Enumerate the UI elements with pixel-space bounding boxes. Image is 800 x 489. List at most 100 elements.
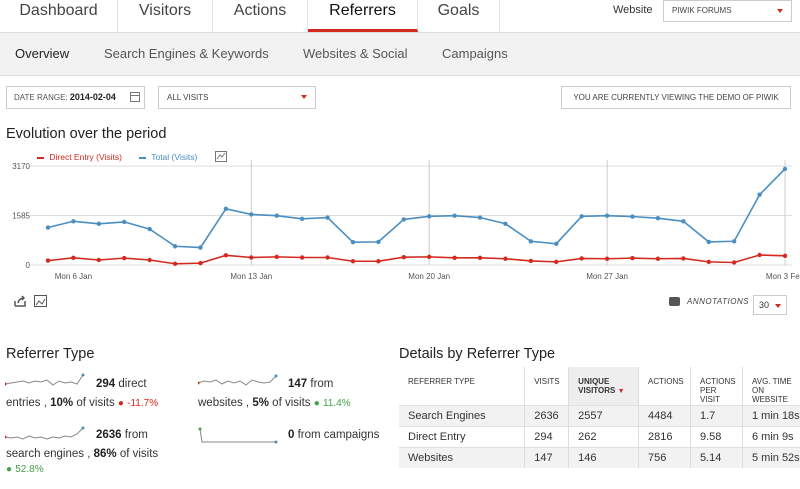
series-point-1 xyxy=(503,221,508,226)
series-point-1 xyxy=(325,215,330,220)
period-limit-value: 30 xyxy=(759,300,770,310)
column-header-actions-per-visit[interactable]: ACTIONS PER VISIT xyxy=(690,367,743,405)
annotations-link[interactable]: ANNOTATIONS xyxy=(687,297,750,306)
series-point-0 xyxy=(299,255,305,260)
subnav-websites-social[interactable]: Websites & Social xyxy=(303,46,408,61)
series-point-0 xyxy=(630,255,635,261)
series-point-0 xyxy=(172,261,178,266)
table-row[interactable]: Direct Entry 294 262 2816 9.58 6 min 9s xyxy=(399,425,800,447)
subnav-search-engines[interactable]: Search Engines & Keywords xyxy=(104,46,269,61)
sparkline-search-chart xyxy=(5,426,85,440)
series-point-1 xyxy=(198,245,203,250)
table-row[interactable]: Search Engines 2636 2557 4484 1.7 1 min … xyxy=(399,404,800,426)
column-header-visits[interactable]: VISITS xyxy=(524,367,570,405)
series-point-0 xyxy=(122,255,127,261)
series-point-1 xyxy=(172,244,178,249)
referrer-direct-change: -11.7% xyxy=(127,398,159,409)
cell-actions: 4484 xyxy=(638,404,691,426)
tab-visitors[interactable]: Visitors xyxy=(118,0,213,32)
referrer-direct-label-a: direct xyxy=(118,378,147,390)
cell-referrer-type: Websites xyxy=(399,446,526,468)
series-point-0 xyxy=(731,260,737,265)
series-point-0 xyxy=(249,255,254,260)
evolution-chart: 3170 1585 0 Mon 6 Jan Mon 13 Jan Mon 20 Jan Mo… xyxy=(12,160,800,281)
series-point-0 xyxy=(376,259,381,264)
referrer-search-change: 52.8% xyxy=(15,464,44,475)
series-point-1 xyxy=(249,212,254,217)
column-header-unique-visitors[interactable]: UNIQUE VISITORS ▼ xyxy=(568,367,640,405)
series-point-0 xyxy=(452,255,457,261)
export-icon[interactable] xyxy=(14,295,27,307)
y-tick-label: 0 xyxy=(26,261,31,270)
legend-label: Direct Entry (Visits) xyxy=(49,152,122,162)
series-point-1 xyxy=(427,214,432,219)
image-export-icon[interactable] xyxy=(34,295,47,307)
series-point-1 xyxy=(630,214,635,219)
referrer-type-title: Referrer Type xyxy=(6,346,95,362)
sparkline-websites-chart xyxy=(198,374,278,386)
subnav-overview[interactable]: Overview xyxy=(15,46,70,61)
series-point-0 xyxy=(554,259,559,265)
tab-goals[interactable]: Goals xyxy=(418,0,500,32)
cell-avg-time: 5 min 52s xyxy=(742,446,800,468)
series-point-1 xyxy=(45,225,51,230)
series-point-0 xyxy=(223,253,229,258)
referrer-direct-pct-label: of visits xyxy=(76,397,115,409)
referrer-websites-line2: websites , 5% of visits ● 11.4% xyxy=(198,394,351,413)
x-tick-label: Mon 13 Jan xyxy=(230,272,272,281)
referrer-search-line2: search engines , 86% of visits xyxy=(6,445,158,464)
tab-dashboard[interactable]: Dashboard xyxy=(0,0,118,32)
period-limit-selector[interactable]: 30 xyxy=(753,295,787,315)
series-point-0 xyxy=(71,255,76,261)
cell-actions-per-visit: 9.58 xyxy=(690,425,743,447)
series-line-1 xyxy=(47,168,786,249)
series-point-1 xyxy=(655,215,661,221)
column-header-avg-time[interactable]: AVG. TIME ON WEBSITE xyxy=(742,367,800,405)
column-header-referrer-type[interactable]: REFERRER TYPE xyxy=(399,367,526,405)
column-header-unique-visitors-label: UNIQUE VISITORS xyxy=(578,377,616,395)
series-point-0 xyxy=(579,256,584,261)
cell-visits: 2636 xyxy=(524,404,570,426)
date-range-selector[interactable]: DATE RANGE: 2014-02-04 xyxy=(6,86,145,109)
trend-down-icon: ● xyxy=(117,398,124,409)
x-tick-label: Mon 6 Jan xyxy=(55,272,92,281)
segment-selector[interactable]: ALL VISITS xyxy=(158,86,316,109)
cell-unique-visitors: 146 xyxy=(568,446,640,468)
table-header-row: REFERRER TYPE VISITS UNIQUE VISITORS ▼ A… xyxy=(399,367,800,405)
subnav-campaigns[interactable]: Campaigns xyxy=(442,46,508,61)
referrer-campaigns-label-a: from campaigns xyxy=(297,429,380,441)
calendar-icon xyxy=(130,92,140,102)
series-point-0 xyxy=(604,256,610,261)
series-point-1 xyxy=(96,221,102,226)
sort-desc-icon: ▼ xyxy=(617,388,625,395)
x-tick-label: Mon 27 Jan xyxy=(586,272,628,281)
referrer-search-label-a: from xyxy=(124,429,148,441)
y-tick-label: 1585 xyxy=(12,212,30,221)
series-point-0 xyxy=(782,253,788,259)
annotations-icon[interactable] xyxy=(669,297,680,306)
series-point-0 xyxy=(706,259,711,265)
series-point-1 xyxy=(477,215,483,220)
referrer-search-pct-label: of visits xyxy=(119,448,159,460)
series-point-1 xyxy=(223,206,229,211)
series-point-1 xyxy=(401,217,406,222)
trend-up-icon: ● xyxy=(6,464,13,475)
column-header-actions[interactable]: ACTIONS xyxy=(638,367,691,405)
tab-actions[interactable]: Actions xyxy=(213,0,308,32)
cell-unique-visitors: 2557 xyxy=(568,404,640,426)
referrer-search-line1: 2636 from xyxy=(96,426,148,445)
sub-navigation: Overview Search Engines & Keywords Websi… xyxy=(0,33,800,76)
chart-settings-icon[interactable] xyxy=(215,151,227,162)
series-point-0 xyxy=(45,258,51,263)
legend-total[interactable]: Total (Visits) xyxy=(139,152,197,162)
table-row[interactable]: Websites 147 146 756 5.14 5 min 52s xyxy=(399,446,800,468)
series-point-1 xyxy=(274,213,279,218)
segment-value: ALL VISITS xyxy=(167,93,209,102)
series-point-0 xyxy=(681,256,686,261)
legend-direct-entry[interactable]: Direct Entry (Visits) xyxy=(37,152,122,162)
tab-referrers[interactable]: Referrers xyxy=(308,0,418,32)
series-point-1 xyxy=(554,241,559,246)
referrer-direct-label-b: entries , xyxy=(6,397,47,409)
website-selector[interactable]: PIWIK FORUMS xyxy=(663,0,792,22)
x-tick-label: Mon 3 Feb xyxy=(766,272,800,281)
